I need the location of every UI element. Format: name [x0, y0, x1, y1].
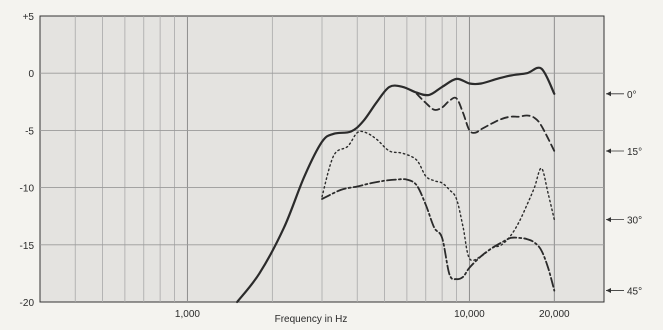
series-label: 45°: [627, 287, 642, 298]
y-tick-label: -5: [25, 126, 34, 137]
series-line: [321, 130, 555, 262]
series-label-arrow: [606, 288, 611, 294]
y-tick-label: -20: [20, 298, 35, 309]
series-label: 0°: [627, 90, 637, 101]
series-label-arrow: [606, 148, 611, 154]
axis-ticks: +5 0 -5 -10 -15 -20 1,000 10,000 20,000: [20, 12, 571, 320]
series-lines: [236, 66, 556, 304]
series-label: 30°: [627, 216, 642, 227]
x-axis-label: Frequency in Hz: [275, 314, 348, 325]
series-labels: 0° 15° 30° 45°: [606, 90, 642, 298]
series-line: [321, 178, 556, 292]
series-label-arrow: [606, 217, 611, 223]
series-label: 15°: [627, 147, 642, 158]
series-label-arrow: [606, 91, 611, 97]
x-tick-label: 1,000: [175, 309, 200, 320]
y-tick-label: -10: [20, 184, 35, 195]
y-tick-label: 0: [28, 69, 34, 80]
grid: [40, 16, 604, 302]
x-tick-label: 10,000: [454, 309, 485, 320]
x-tick-label: 20,000: [539, 309, 570, 320]
y-tick-label: +5: [23, 12, 35, 23]
series-line: [236, 66, 556, 304]
series-line: [415, 92, 556, 152]
y-tick-label: -15: [20, 241, 35, 252]
